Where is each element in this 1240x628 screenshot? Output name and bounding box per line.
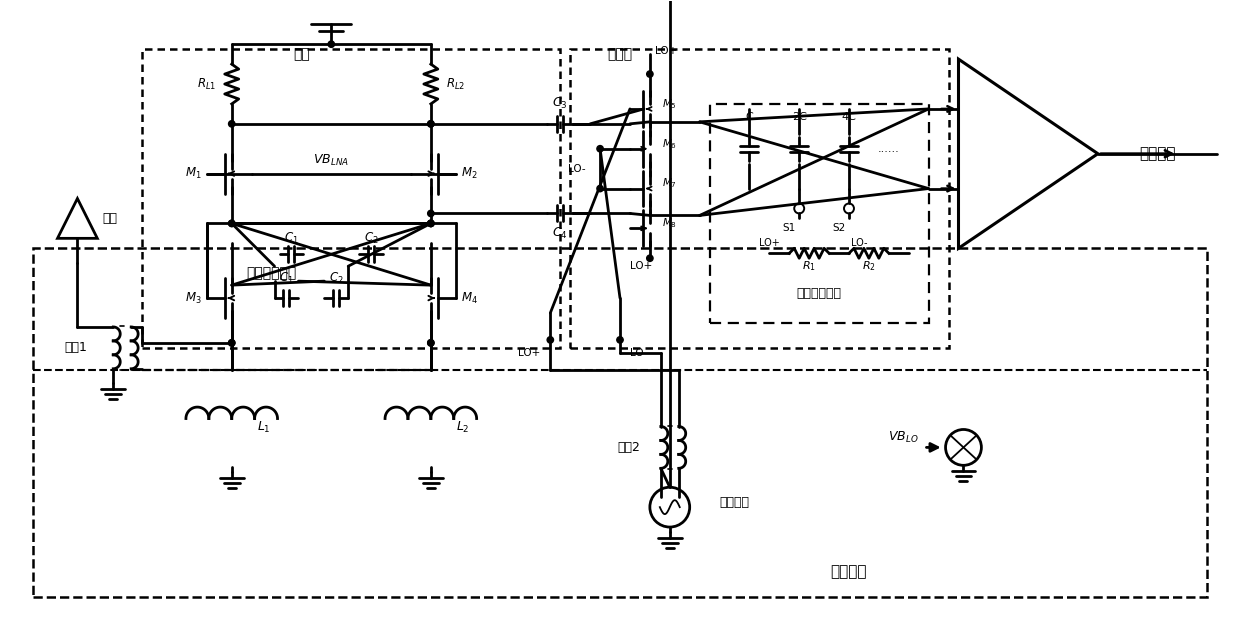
Text: LO+: LO+	[759, 238, 780, 248]
Circle shape	[228, 340, 234, 346]
Text: $VB_{LNA}$: $VB_{LNA}$	[314, 153, 350, 168]
Text: $M_8$: $M_8$	[662, 217, 677, 230]
Circle shape	[228, 121, 234, 127]
Text: 天线: 天线	[103, 212, 118, 225]
Circle shape	[428, 340, 434, 346]
Circle shape	[228, 220, 234, 227]
Text: $M_2$: $M_2$	[461, 166, 477, 181]
Circle shape	[428, 121, 434, 127]
Text: 中频电容阵列: 中频电容阵列	[796, 286, 842, 300]
Text: 巴伦1: 巴伦1	[64, 342, 87, 354]
Circle shape	[428, 220, 434, 227]
Circle shape	[647, 71, 653, 77]
Circle shape	[428, 220, 434, 227]
Text: $C_4$: $C_4$	[552, 226, 568, 241]
Text: LO-: LO-	[630, 348, 647, 358]
Text: $M_4$: $M_4$	[461, 291, 477, 306]
Text: LO+: LO+	[630, 261, 652, 271]
Text: $L_1$: $L_1$	[257, 420, 270, 435]
Text: $C_2$: $C_2$	[363, 230, 378, 246]
Circle shape	[547, 337, 553, 343]
Text: 后级电路: 后级电路	[1140, 146, 1176, 161]
Text: $M_6$: $M_6$	[662, 137, 677, 151]
Circle shape	[329, 41, 335, 47]
Text: S2: S2	[832, 224, 846, 234]
Text: 4C: 4C	[842, 112, 857, 122]
Text: 本振信号: 本振信号	[719, 495, 749, 509]
Circle shape	[228, 340, 234, 346]
Text: $C_2$: $C_2$	[329, 271, 343, 286]
Text: $C_1$: $C_1$	[279, 271, 294, 286]
Circle shape	[428, 340, 434, 346]
Text: ......: ......	[878, 144, 900, 154]
Text: $R_1$: $R_1$	[802, 259, 816, 273]
Text: LO+: LO+	[655, 46, 677, 56]
Text: $M_1$: $M_1$	[185, 166, 202, 181]
Text: $M_7$: $M_7$	[662, 176, 677, 190]
Text: $C_3$: $C_3$	[553, 96, 568, 112]
Circle shape	[428, 220, 434, 227]
Circle shape	[647, 255, 653, 261]
Circle shape	[228, 220, 234, 227]
Text: 2C: 2C	[792, 112, 807, 122]
Text: LO-: LO-	[851, 238, 867, 248]
Circle shape	[428, 121, 434, 127]
Circle shape	[596, 146, 604, 152]
Circle shape	[596, 185, 604, 192]
Circle shape	[616, 337, 624, 343]
Circle shape	[428, 210, 434, 217]
Text: LO-: LO-	[568, 164, 585, 174]
Text: $VB_{LO}$: $VB_{LO}$	[888, 430, 919, 445]
Text: $R_{L2}$: $R_{L2}$	[446, 77, 465, 92]
Text: C: C	[745, 112, 753, 122]
Text: $M_5$: $M_5$	[662, 97, 677, 111]
Text: 电源: 电源	[293, 47, 310, 61]
Text: 混频器: 混频器	[608, 47, 632, 61]
Text: S1: S1	[782, 224, 796, 234]
Text: $L_2$: $L_2$	[456, 420, 469, 435]
Text: 低噪声放大器: 低噪声放大器	[247, 266, 296, 280]
Text: 片外部分: 片外部分	[831, 565, 867, 580]
Text: $R_2$: $R_2$	[862, 259, 875, 273]
Text: 巴伦2: 巴伦2	[618, 441, 640, 454]
Text: $C_1$: $C_1$	[284, 230, 299, 246]
Text: $R_{L1}$: $R_{L1}$	[197, 77, 217, 92]
Text: $M_3$: $M_3$	[185, 291, 202, 306]
Text: LO+: LO+	[518, 348, 541, 358]
